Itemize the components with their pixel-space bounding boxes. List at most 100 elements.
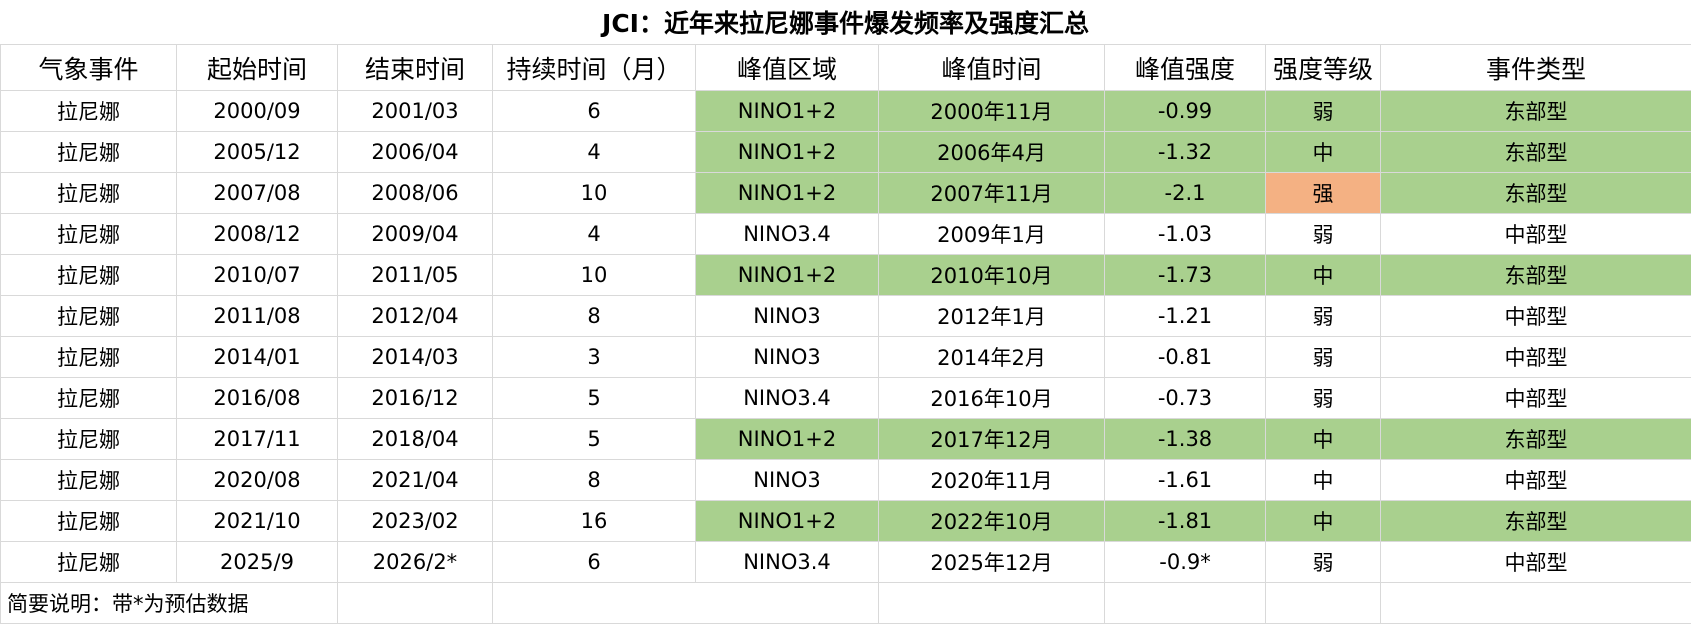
peak-time-cell[interactable]: 2007年11月: [879, 173, 1105, 214]
peak-intensity-cell[interactable]: -0.9*: [1105, 542, 1266, 583]
end-cell[interactable]: 2001/03: [338, 91, 493, 132]
peak-time-cell[interactable]: 2012年1月: [879, 296, 1105, 337]
region-cell[interactable]: NINO3.4: [696, 542, 879, 583]
note-cell[interactable]: 简要说明：带*为预估数据: [1, 583, 338, 624]
peak-time-cell[interactable]: 2006年4月: [879, 132, 1105, 173]
peak-time-cell[interactable]: 2020年11月: [879, 460, 1105, 501]
level-cell[interactable]: 强: [1266, 173, 1381, 214]
start-cell[interactable]: 2020/08: [177, 460, 338, 501]
peak-intensity-cell[interactable]: -2.1: [1105, 173, 1266, 214]
peak-intensity-cell[interactable]: -1.21: [1105, 296, 1266, 337]
peak-intensity-cell[interactable]: -0.73: [1105, 378, 1266, 419]
type-cell[interactable]: 中部型: [1381, 378, 1691, 419]
start-cell[interactable]: 2014/01: [177, 337, 338, 378]
peak-time-cell[interactable]: 2017年12月: [879, 419, 1105, 460]
header-cell[interactable]: 峰值时间: [879, 45, 1105, 91]
start-cell[interactable]: 2021/10: [177, 501, 338, 542]
level-cell[interactable]: 弱: [1266, 378, 1381, 419]
end-cell[interactable]: 2021/04: [338, 460, 493, 501]
peak-intensity-cell[interactable]: -1.38: [1105, 419, 1266, 460]
empty-cell[interactable]: [493, 583, 879, 624]
start-cell[interactable]: 2025/9: [177, 542, 338, 583]
region-cell[interactable]: NINO3: [696, 337, 879, 378]
start-cell[interactable]: 2011/08: [177, 296, 338, 337]
level-cell[interactable]: 弱: [1266, 91, 1381, 132]
type-cell[interactable]: 东部型: [1381, 132, 1691, 173]
empty-cell[interactable]: [1266, 583, 1381, 624]
end-cell[interactable]: 2018/04: [338, 419, 493, 460]
event-cell[interactable]: 拉尼娜: [1, 337, 177, 378]
peak-time-cell[interactable]: 2022年10月: [879, 501, 1105, 542]
empty-cell[interactable]: [338, 583, 493, 624]
peak-intensity-cell[interactable]: -1.73: [1105, 255, 1266, 296]
start-cell[interactable]: 2016/08: [177, 378, 338, 419]
header-cell[interactable]: 气象事件: [1, 45, 177, 91]
end-cell[interactable]: 2026/2*: [338, 542, 493, 583]
end-cell[interactable]: 2014/03: [338, 337, 493, 378]
header-cell[interactable]: 结束时间: [338, 45, 493, 91]
level-cell[interactable]: 中: [1266, 460, 1381, 501]
region-cell[interactable]: NINO3.4: [696, 214, 879, 255]
type-cell[interactable]: 中部型: [1381, 214, 1691, 255]
region-cell[interactable]: NINO1+2: [696, 501, 879, 542]
level-cell[interactable]: 弱: [1266, 296, 1381, 337]
peak-intensity-cell[interactable]: -0.81: [1105, 337, 1266, 378]
start-cell[interactable]: 2005/12: [177, 132, 338, 173]
event-cell[interactable]: 拉尼娜: [1, 378, 177, 419]
type-cell[interactable]: 中部型: [1381, 337, 1691, 378]
region-cell[interactable]: NINO1+2: [696, 91, 879, 132]
event-cell[interactable]: 拉尼娜: [1, 91, 177, 132]
end-cell[interactable]: 2016/12: [338, 378, 493, 419]
duration-cell[interactable]: 4: [493, 214, 696, 255]
header-cell[interactable]: 持续时间（月）: [493, 45, 696, 91]
event-cell[interactable]: 拉尼娜: [1, 255, 177, 296]
peak-time-cell[interactable]: 2009年1月: [879, 214, 1105, 255]
type-cell[interactable]: 东部型: [1381, 255, 1691, 296]
peak-time-cell[interactable]: 2010年10月: [879, 255, 1105, 296]
header-cell[interactable]: 强度等级: [1266, 45, 1381, 91]
duration-cell[interactable]: 8: [493, 460, 696, 501]
end-cell[interactable]: 2006/04: [338, 132, 493, 173]
level-cell[interactable]: 中: [1266, 419, 1381, 460]
event-cell[interactable]: 拉尼娜: [1, 501, 177, 542]
event-cell[interactable]: 拉尼娜: [1, 419, 177, 460]
header-cell[interactable]: 峰值强度: [1105, 45, 1266, 91]
duration-cell[interactable]: 10: [493, 173, 696, 214]
level-cell[interactable]: 中: [1266, 132, 1381, 173]
duration-cell[interactable]: 6: [493, 542, 696, 583]
end-cell[interactable]: 2023/02: [338, 501, 493, 542]
empty-cell[interactable]: [1105, 583, 1266, 624]
start-cell[interactable]: 2010/07: [177, 255, 338, 296]
peak-time-cell[interactable]: 2025年12月: [879, 542, 1105, 583]
duration-cell[interactable]: 4: [493, 132, 696, 173]
start-cell[interactable]: 2017/11: [177, 419, 338, 460]
type-cell[interactable]: 东部型: [1381, 419, 1691, 460]
type-cell[interactable]: 东部型: [1381, 91, 1691, 132]
peak-intensity-cell[interactable]: -0.99: [1105, 91, 1266, 132]
duration-cell[interactable]: 10: [493, 255, 696, 296]
header-cell[interactable]: 起始时间: [177, 45, 338, 91]
region-cell[interactable]: NINO1+2: [696, 255, 879, 296]
level-cell[interactable]: 中: [1266, 501, 1381, 542]
level-cell[interactable]: 弱: [1266, 542, 1381, 583]
region-cell[interactable]: NINO3.4: [696, 378, 879, 419]
level-cell[interactable]: 弱: [1266, 337, 1381, 378]
type-cell[interactable]: 东部型: [1381, 501, 1691, 542]
start-cell[interactable]: 2000/09: [177, 91, 338, 132]
duration-cell[interactable]: 5: [493, 378, 696, 419]
duration-cell[interactable]: 5: [493, 419, 696, 460]
start-cell[interactable]: 2008/12: [177, 214, 338, 255]
empty-cell[interactable]: [879, 583, 1105, 624]
type-cell[interactable]: 中部型: [1381, 460, 1691, 501]
end-cell[interactable]: 2008/06: [338, 173, 493, 214]
peak-intensity-cell[interactable]: -1.81: [1105, 501, 1266, 542]
duration-cell[interactable]: 6: [493, 91, 696, 132]
peak-intensity-cell[interactable]: -1.61: [1105, 460, 1266, 501]
end-cell[interactable]: 2012/04: [338, 296, 493, 337]
region-cell[interactable]: NINO1+2: [696, 132, 879, 173]
peak-intensity-cell[interactable]: -1.32: [1105, 132, 1266, 173]
header-cell[interactable]: 事件类型: [1381, 45, 1691, 91]
region-cell[interactable]: NINO3: [696, 296, 879, 337]
peak-time-cell[interactable]: 2014年2月: [879, 337, 1105, 378]
event-cell[interactable]: 拉尼娜: [1, 460, 177, 501]
